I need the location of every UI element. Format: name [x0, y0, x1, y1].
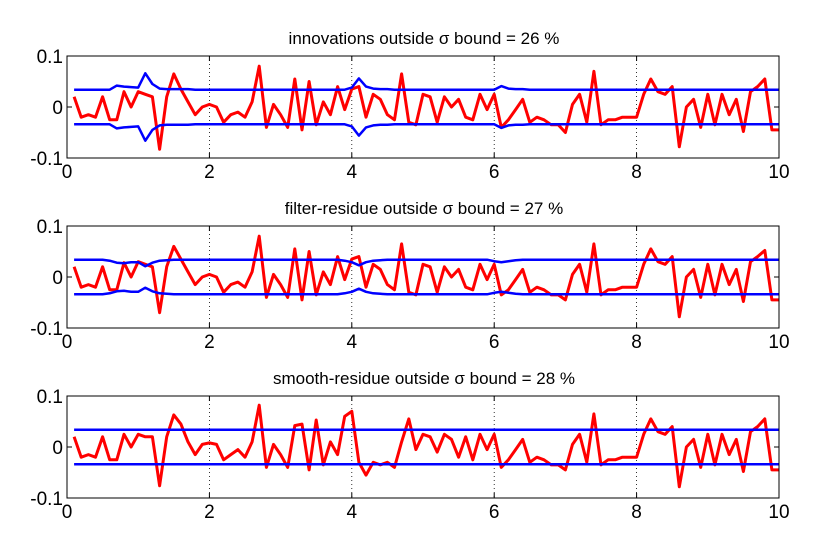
x-tick-label: 2	[204, 332, 215, 353]
x-tick-label: 6	[489, 502, 500, 523]
subplot-title: filter-residue outside σ bound = 27 %	[285, 199, 563, 218]
y-tick-label: 0.1	[37, 387, 63, 408]
x-tick-label: 0	[62, 162, 73, 183]
x-tick-label: 8	[631, 502, 642, 523]
x-tick-label: 0	[62, 502, 73, 523]
y-tick-label: 0	[52, 268, 63, 289]
x-tick-label: 4	[347, 332, 358, 353]
y-tick-label: 0	[52, 98, 63, 119]
subplot-title: innovations outside σ bound = 26 %	[289, 29, 560, 48]
lower-bound-line	[74, 123, 779, 142]
residual-line	[72, 64, 779, 151]
y-tick-label: 0	[52, 438, 63, 459]
subplot-filter-residue: filter-residue outside σ bound = 27 % 0 2…	[30, 199, 789, 353]
x-tick-label: 8	[631, 332, 642, 353]
x-tick-label: 0	[62, 332, 73, 353]
residual-line	[72, 403, 779, 489]
subplot-smooth-residue: smooth-residue outside σ bound = 28 % 0 2…	[30, 369, 789, 523]
residual-line	[72, 234, 779, 319]
upper-bound-line	[74, 258, 779, 268]
y-tick-label: 0.1	[37, 47, 63, 68]
x-tick-label: 4	[347, 162, 358, 183]
x-tick-label: 10	[768, 332, 789, 353]
lower-bound-line	[74, 286, 779, 296]
axes-frame	[66, 395, 780, 499]
x-tick-label: 2	[204, 502, 215, 523]
x-tick-label: 6	[489, 332, 500, 353]
x-tick-label: 8	[631, 162, 642, 183]
subplot-innovations: innovations outside σ bound = 26 % 0 2 4 6 8…	[30, 29, 789, 183]
axes-frame	[66, 55, 780, 159]
y-tick-label: 0.1	[37, 217, 63, 238]
x-tick-label: 10	[768, 502, 789, 523]
y-tick-label: -0.1	[30, 319, 63, 340]
axes-frame	[66, 225, 780, 329]
y-tick-label: -0.1	[30, 489, 63, 510]
subplot-title: smooth-residue outside σ bound = 28 %	[273, 369, 575, 388]
x-tick-label: 2	[204, 162, 215, 183]
x-tick-label: 10	[768, 162, 789, 183]
upper-bound-line	[74, 72, 779, 91]
y-tick-label: -0.1	[30, 149, 63, 170]
x-tick-label: 4	[347, 502, 358, 523]
x-tick-label: 6	[489, 162, 500, 183]
